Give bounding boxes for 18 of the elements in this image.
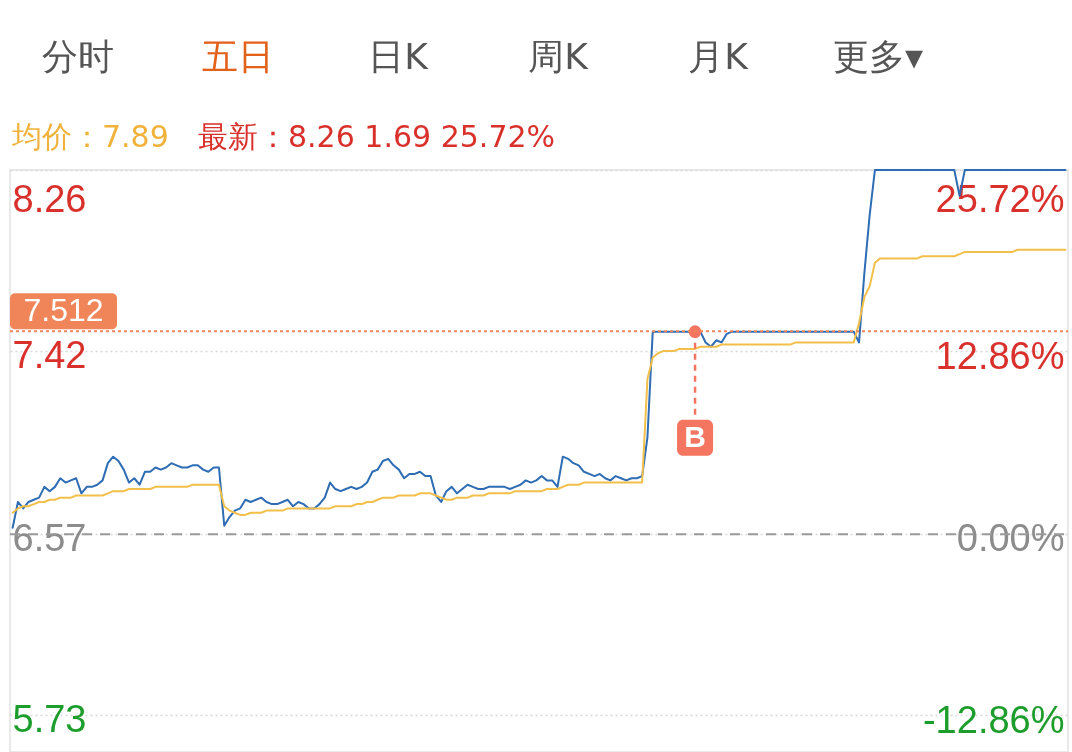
y2-tick-label: 0.00% xyxy=(956,516,1065,559)
y-tick-label: 5.73 xyxy=(12,697,87,740)
y2-tick-label: 25.72% xyxy=(935,177,1065,220)
text: 周K xyxy=(528,36,590,77)
y2-tick-label: 12.86% xyxy=(935,334,1065,377)
text: 五日 xyxy=(202,36,274,77)
text: 更多▾ xyxy=(832,36,924,77)
chart-subtitle: 最新：8.26 1.69 25.72% xyxy=(198,119,556,154)
y2-tick-label: -12.86% xyxy=(922,698,1065,741)
y-tick-label: 8.26 xyxy=(12,177,87,220)
y-tick-label: 6.57 xyxy=(12,516,87,559)
y-tick-label: 7.42 xyxy=(12,333,87,376)
text: 日K xyxy=(368,36,430,77)
ref-line-label: 7.512 xyxy=(23,292,104,329)
text: B xyxy=(684,419,706,453)
text: 分时 xyxy=(42,36,114,77)
chart-title: 均价：7.89 xyxy=(11,119,169,154)
text: 月K xyxy=(688,36,750,77)
